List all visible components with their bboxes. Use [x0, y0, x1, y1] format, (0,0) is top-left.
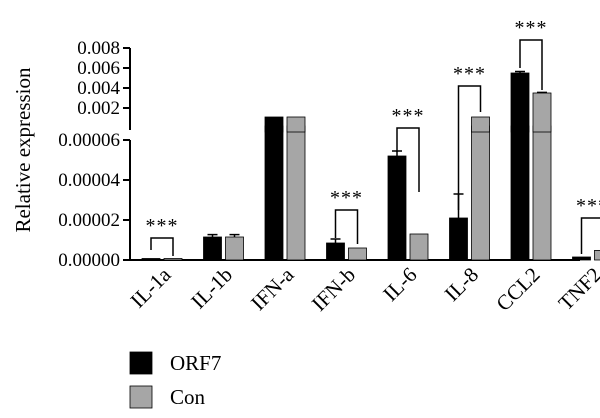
significance-bracket	[334, 209, 359, 244]
significance-bracket	[457, 85, 482, 210]
bar	[449, 217, 468, 261]
x-tick-label: IL-6	[378, 263, 421, 306]
significance-bracket	[150, 237, 174, 256]
significance-label: ***	[330, 187, 363, 209]
bar	[471, 125, 490, 261]
significance-bracket	[519, 39, 543, 90]
bar	[264, 116, 284, 133]
significance-bracket	[396, 127, 420, 192]
y-tick-label: 0.002	[77, 98, 120, 119]
x-tick-label: IFN-a	[246, 262, 299, 315]
bar	[163, 258, 183, 261]
y-tick-label: 0.004	[77, 78, 120, 99]
legend-label: ORF7	[170, 351, 221, 375]
y-tick-label: 0.00006	[58, 130, 120, 151]
y-ticks: 0.000000.000020.000040.000060.0020.0040.…	[58, 38, 130, 271]
bar	[264, 125, 284, 261]
significance-label: ***	[146, 215, 179, 237]
y-tick-label: 0.00004	[58, 170, 120, 191]
significance-bracket	[580, 217, 600, 254]
legend-swatch	[129, 385, 153, 409]
bar	[286, 116, 306, 133]
x-tick-label: IFN-b	[307, 263, 360, 316]
significance-label: ***	[515, 17, 548, 39]
x-tick-label: IL-8	[440, 263, 483, 306]
significance-label: ***	[576, 195, 600, 217]
legend-label: Con	[170, 385, 206, 409]
legend: ORF7 Con	[129, 351, 221, 409]
y-axis-title: Relative expression	[11, 67, 35, 233]
significance-label: ***	[392, 105, 425, 127]
significance-markers: *** *** *** *** *** ***	[146, 17, 600, 256]
significance-label: ***	[453, 63, 486, 85]
x-tick-labels: IL-1a IL-1b IFN-a IFN-b IL-6 IL-8 CCL2 TNF2	[126, 262, 600, 316]
x-tick-label: CCL2	[491, 263, 544, 316]
bar	[572, 256, 591, 261]
bar	[286, 125, 306, 261]
bar	[532, 92, 552, 133]
y-tick-label: 0.008	[77, 38, 120, 59]
y-tick-label: 0.00002	[58, 210, 120, 231]
bars	[141, 70, 600, 261]
x-tick-label: IL-1b	[186, 263, 237, 314]
bar	[409, 233, 429, 261]
x-tick-label: IL-1a	[126, 262, 176, 312]
bar	[141, 258, 161, 261]
y-tick-label: 0.00000	[58, 250, 120, 271]
bar	[348, 247, 367, 261]
bar	[387, 155, 407, 261]
bar	[510, 125, 530, 261]
legend-swatch	[129, 351, 153, 375]
bar	[532, 125, 552, 261]
bar	[471, 116, 490, 133]
bar	[225, 236, 244, 261]
y-tick-label: 0.006	[77, 58, 120, 79]
bar	[510, 72, 530, 133]
bar	[326, 242, 345, 261]
bar	[203, 236, 222, 261]
bar	[594, 249, 600, 261]
x-tick-label: TNF2	[554, 263, 600, 315]
